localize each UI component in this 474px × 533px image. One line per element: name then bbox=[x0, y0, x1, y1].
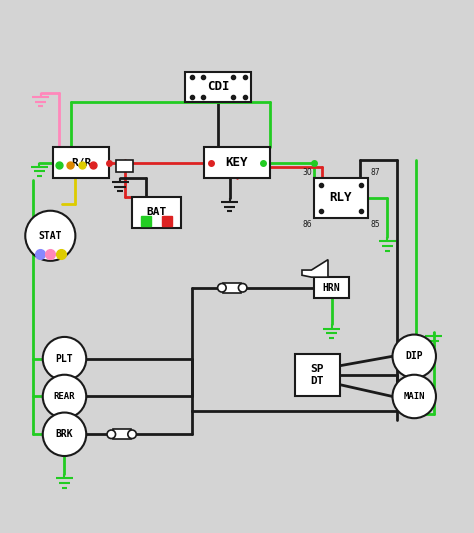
Text: KEY: KEY bbox=[226, 156, 248, 169]
Circle shape bbox=[128, 430, 137, 439]
Text: PLT: PLT bbox=[55, 354, 73, 364]
Circle shape bbox=[43, 375, 86, 418]
Circle shape bbox=[238, 284, 247, 292]
FancyBboxPatch shape bbox=[314, 277, 349, 298]
Text: 86: 86 bbox=[302, 220, 312, 229]
Text: STAT: STAT bbox=[38, 231, 62, 241]
Circle shape bbox=[43, 337, 86, 381]
Circle shape bbox=[107, 430, 116, 439]
Text: RLY: RLY bbox=[330, 191, 352, 205]
FancyBboxPatch shape bbox=[113, 429, 131, 440]
Text: MAIN: MAIN bbox=[403, 392, 425, 401]
Text: R/R: R/R bbox=[71, 158, 91, 167]
FancyBboxPatch shape bbox=[53, 147, 109, 178]
FancyBboxPatch shape bbox=[314, 178, 368, 218]
FancyBboxPatch shape bbox=[223, 282, 241, 293]
FancyBboxPatch shape bbox=[132, 197, 182, 228]
Text: HRN: HRN bbox=[323, 283, 340, 293]
Circle shape bbox=[43, 413, 86, 456]
Circle shape bbox=[25, 211, 75, 261]
Text: DIP: DIP bbox=[405, 351, 423, 361]
FancyBboxPatch shape bbox=[295, 354, 340, 397]
Polygon shape bbox=[302, 260, 328, 277]
Text: BAT: BAT bbox=[146, 207, 167, 217]
Circle shape bbox=[392, 375, 436, 418]
Text: BRK: BRK bbox=[55, 429, 73, 439]
Text: CDI: CDI bbox=[207, 80, 229, 93]
Text: 30: 30 bbox=[302, 168, 312, 177]
Circle shape bbox=[392, 335, 436, 378]
Text: 85: 85 bbox=[370, 220, 380, 229]
FancyBboxPatch shape bbox=[116, 160, 134, 172]
FancyBboxPatch shape bbox=[204, 147, 270, 178]
Circle shape bbox=[218, 284, 226, 292]
Text: SP
DT: SP DT bbox=[310, 365, 324, 386]
FancyBboxPatch shape bbox=[185, 71, 251, 102]
Text: REAR: REAR bbox=[54, 392, 75, 401]
Text: 87: 87 bbox=[370, 168, 380, 177]
